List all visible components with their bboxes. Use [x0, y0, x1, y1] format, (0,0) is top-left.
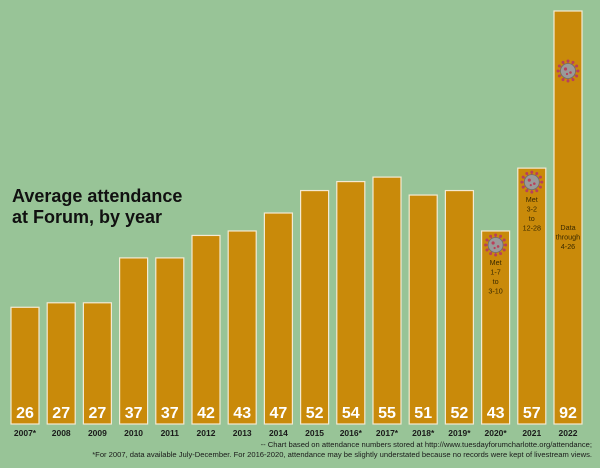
annotation-text: Met — [490, 258, 502, 267]
bar — [300, 189, 330, 425]
data-label: 47 — [270, 405, 288, 422]
data-label: 57 — [523, 405, 541, 422]
annotation-text: to — [493, 277, 499, 286]
tick-label: 2020* — [484, 428, 507, 438]
tick-label: 2009 — [88, 428, 107, 438]
virus-icon — [520, 170, 544, 194]
virus-icon — [556, 59, 580, 83]
data-label: 51 — [414, 405, 432, 422]
data-label: 27 — [89, 405, 107, 422]
tick-label: 2021 — [522, 428, 541, 438]
source-note: -- Chart based on attendance numbers sto… — [260, 440, 592, 449]
tick-label: 2014 — [269, 428, 288, 438]
data-label: 42 — [197, 405, 215, 422]
bar — [336, 180, 366, 425]
data-label: 37 — [161, 405, 179, 422]
tick-label: 2022 — [559, 428, 578, 438]
annotation-text: 3-10 — [488, 286, 502, 295]
bar — [263, 212, 293, 425]
annotation-text: 12-28 — [523, 224, 541, 233]
bar — [82, 302, 113, 425]
tick-label: 2008 — [52, 428, 71, 438]
bar — [481, 230, 511, 425]
bar — [155, 257, 185, 425]
bar — [10, 306, 40, 425]
chart-title-line-1: Average attendance — [12, 186, 183, 206]
bar — [408, 194, 438, 425]
tick-label: 2011 — [161, 428, 180, 438]
bar — [191, 234, 221, 425]
tick-label: 2007* — [14, 428, 37, 438]
data-label: 27 — [52, 405, 70, 422]
tick-label: 2015 — [305, 428, 324, 438]
data-label: 54 — [342, 405, 360, 422]
annotation-text: 3-2 — [527, 205, 537, 214]
annotation-text: Met — [526, 195, 538, 204]
tick-label: 2016* — [340, 428, 363, 438]
annotation-text: to — [529, 214, 535, 223]
data-label: 43 — [233, 405, 251, 422]
bar — [118, 257, 149, 425]
data-label: 52 — [451, 405, 469, 422]
annotation-text: through — [556, 233, 580, 242]
bar — [46, 302, 76, 425]
chart-title: Average attendance at Forum, by year — [12, 186, 182, 228]
chart-title-line-2: at Forum, by year — [12, 207, 163, 227]
annotation-text: 4-26 — [561, 242, 575, 251]
tick-label: 2017* — [376, 428, 399, 438]
tick-label: 2019* — [448, 428, 471, 438]
bar — [227, 230, 257, 425]
annotation-text: 1-7 — [490, 267, 500, 276]
tick-label: 2012 — [197, 428, 216, 438]
data-label: 92 — [559, 405, 577, 422]
data-label: 26 — [16, 405, 34, 422]
bar — [517, 167, 547, 425]
bar — [372, 176, 402, 425]
data-label: 52 — [306, 405, 324, 422]
chart-notes: -- Chart based on attendance numbers sto… — [92, 440, 592, 460]
data-label: 37 — [125, 405, 143, 422]
data-label: 43 — [487, 405, 505, 422]
bar — [444, 189, 474, 425]
virus-icon — [484, 233, 508, 257]
data-label: 55 — [378, 405, 396, 422]
tick-label: 2010 — [124, 428, 143, 438]
footnote: *For 2007, data available July-December.… — [92, 450, 592, 459]
tick-label: 2018* — [412, 428, 435, 438]
tick-label: 2013 — [233, 428, 252, 438]
annotation-text: Data — [560, 223, 575, 232]
